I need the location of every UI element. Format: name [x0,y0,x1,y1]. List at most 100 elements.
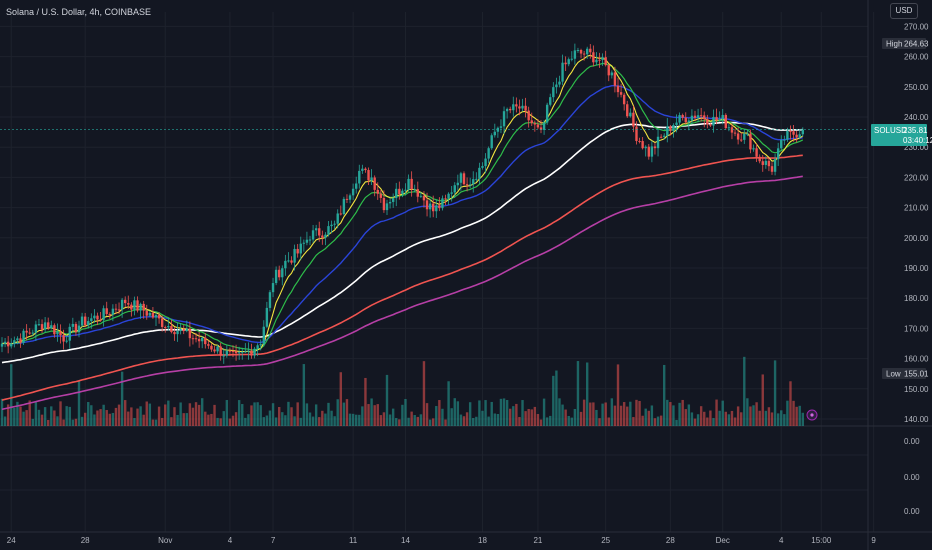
volume-bar [690,412,694,426]
volume-bar [40,414,44,426]
volume-bar [68,406,71,426]
candle-body [428,203,432,210]
volume-bar [305,403,309,426]
candle-body [570,58,573,60]
candle-body [582,53,586,55]
candle-body [456,182,460,186]
volume-bar [314,404,318,426]
event-marker-icon[interactable] [806,409,818,421]
candle-body [413,189,416,191]
volume-bar [256,402,259,426]
price-tick-label: 230.00 [904,143,929,152]
volume-bar [582,399,586,426]
candle-body [740,139,743,141]
volume-bar [444,419,447,426]
candle-body [271,283,275,293]
volume-bar [382,412,386,426]
candle-body [407,178,410,190]
candle-body [157,315,161,319]
moving-average-lines [1,54,804,411]
volume-bar [567,415,570,426]
candle-body [512,104,515,111]
candle-body [308,239,312,241]
candle-body [530,120,533,124]
candle-body [142,303,145,311]
time-tick-label: 28 [81,536,90,545]
candle-body [28,332,31,334]
volume-bar [268,410,272,426]
volume-bar [0,398,4,426]
volume-bar [77,381,81,426]
volume-bar [299,417,302,426]
candle-body [586,48,589,55]
time-tick-label: 28 [666,536,675,545]
candle-body [746,133,749,135]
candle-body [93,315,96,319]
candle-body [370,177,373,181]
volume-bar [188,403,192,426]
volume-bar [675,419,678,426]
candle-body [96,315,99,320]
candle-body [656,136,660,149]
volume-bar [555,370,558,426]
candle-body [736,133,740,140]
last-price-value: 235.81 [903,126,928,135]
volume-bar [484,400,487,426]
volume-bar [31,418,34,426]
volume-bar [638,400,641,426]
candle-body [207,344,210,346]
volume-bar [419,414,423,426]
volume-bar [339,372,342,426]
volume-bar [727,414,731,426]
candle-body [567,59,570,65]
volume-bar [373,405,376,426]
candle-body [124,299,127,304]
candle-body [703,115,706,120]
volume-bar [786,400,789,426]
ema-blue-line [1,85,803,345]
volume-bar [499,398,503,426]
volume-bar [136,408,139,426]
candle-body [638,141,641,143]
price-tick-label: 240.00 [904,113,929,122]
osc-tick-label: 0.00 [904,437,920,446]
candle-body [31,332,34,334]
volume-bar [164,404,167,426]
high-price-tag: High 264.63 [882,38,929,49]
volume-bar [311,416,315,426]
volume-bar [558,398,561,426]
candle-body [284,260,287,269]
volume-bar [530,409,533,426]
candle-body [321,235,324,238]
volume-bar [533,406,537,426]
candle-body [330,224,333,227]
candle-body [555,84,558,88]
candle-body [43,322,47,330]
volume-bar [154,419,158,426]
volume-bar [151,419,155,426]
volume-bar [253,402,256,426]
candle-body [358,170,361,184]
candle-body [247,350,250,352]
candle-body [265,307,269,327]
volume-bar [404,399,407,426]
candle-body [68,326,71,341]
volume-bar [789,381,792,426]
volume-bar [413,415,416,426]
currency-button[interactable]: USD [890,3,918,19]
candle-body [53,325,56,335]
volume-bar [71,419,75,426]
candle-body [182,329,185,332]
last-price-tag[interactable]: SOLUSD 235.81 03:40:12 [871,124,932,146]
candle-body [706,119,709,125]
volume-bar [724,411,727,426]
candle-body [527,110,530,121]
volume-bar [194,402,198,426]
volume-bar [321,410,324,426]
time-tick-label: 7 [271,536,276,545]
candle-body [475,178,478,180]
candle-body [296,248,299,254]
volume-bar [318,417,321,426]
time-tick-label: 4 [779,536,784,545]
